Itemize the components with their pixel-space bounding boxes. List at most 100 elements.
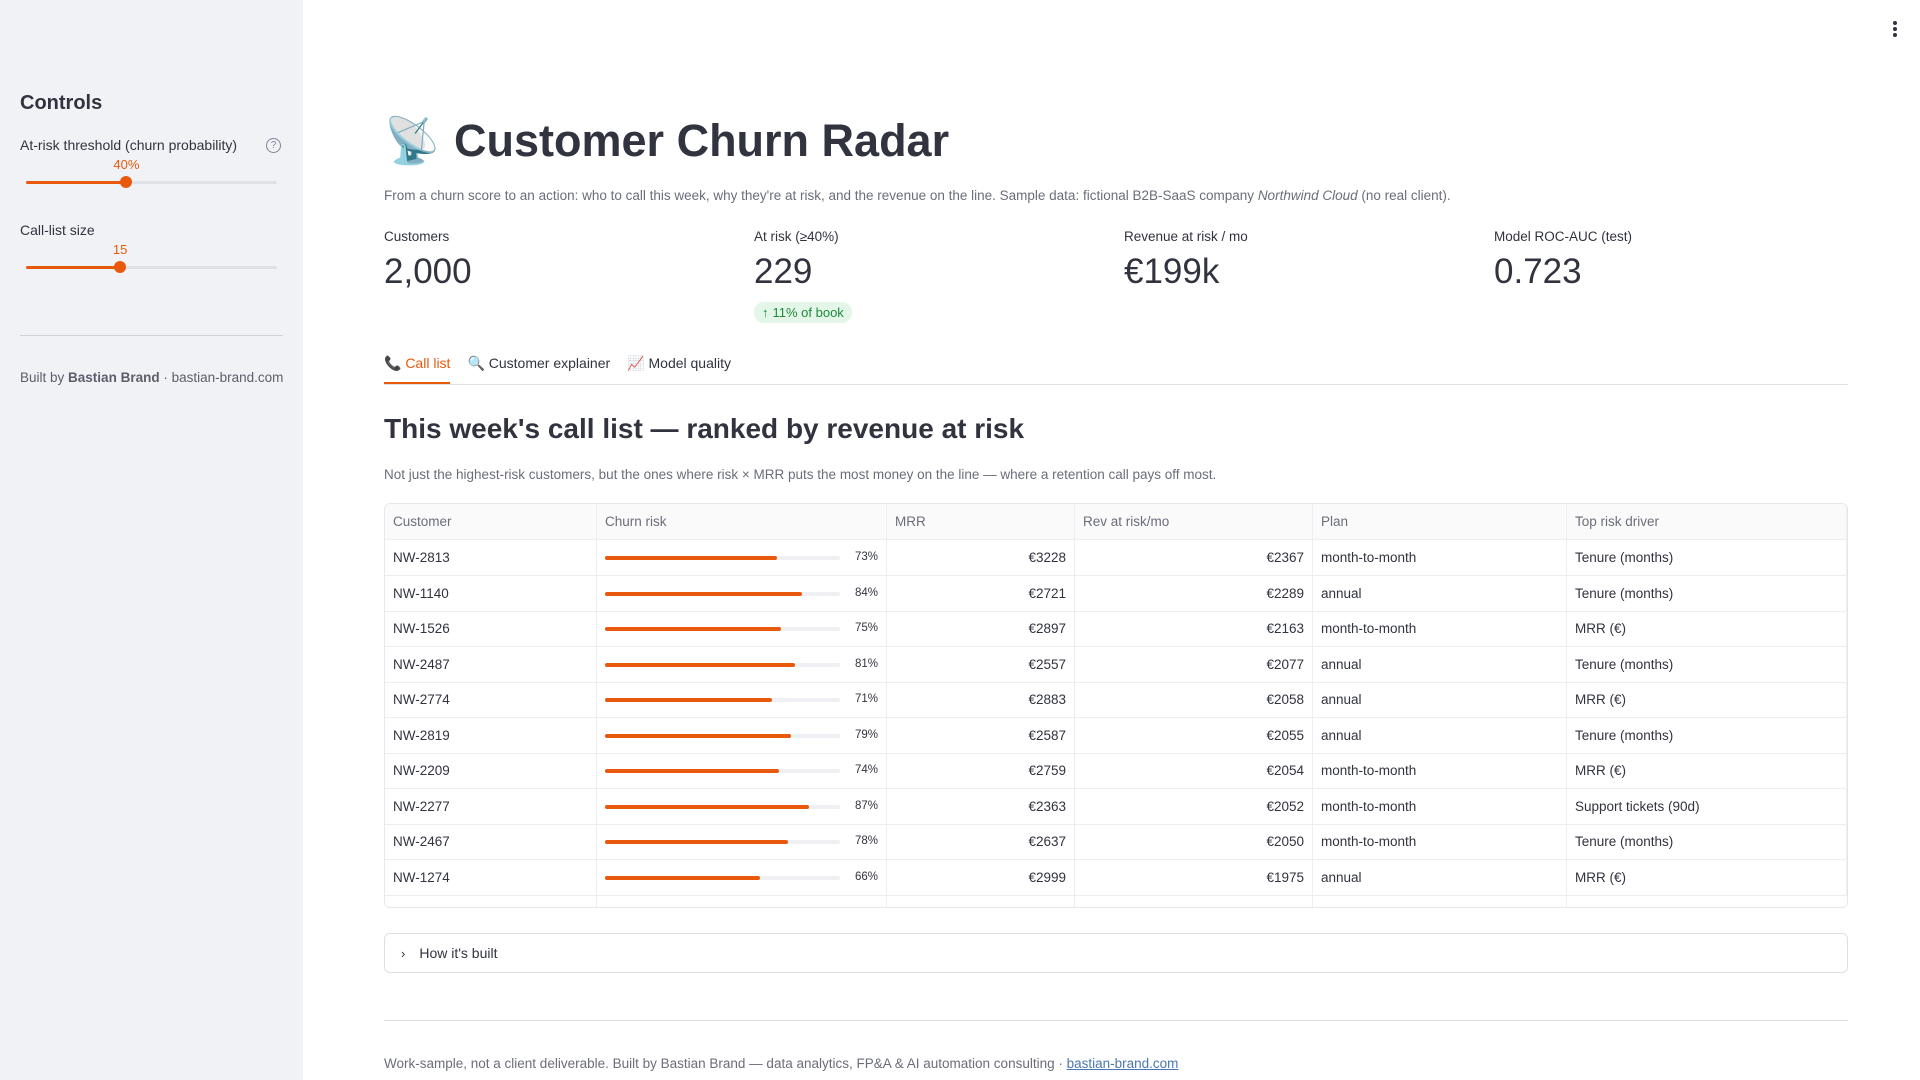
table-row: NW-1274 66% €2999 €1975 annual MRR (€) [385,859,1847,896]
slider-fill [26,266,121,269]
risk-label: 87% [854,799,878,812]
risk-track [605,733,840,738]
footer-suffix: · bastian-brand.com [163,370,284,385]
table-cell: NW-2774 [385,682,597,717]
risk-cell: 84% [597,575,887,611]
slider-track[interactable]: 40% [26,157,277,188]
metric-label: Revenue at risk / mo [1124,229,1248,244]
risk-track [605,556,840,560]
subtitle-text: (no real client). [1361,188,1451,203]
risk-bar [605,733,791,738]
data-table[interactable]: Customer Churn risk MRR Rev at risk/mo Plan T… [384,503,1848,908]
risk-label: 81% [854,657,878,670]
table-cell: NW-1526 [385,611,597,646]
risk-cell: 87% [597,788,887,824]
sidebar-title: Controls [20,92,103,114]
divider [384,1020,1848,1021]
slider-thumb[interactable] [114,261,127,273]
delta-text: 11% of book [772,305,844,320]
table-cell: €2883 [887,682,1075,717]
expander[interactable]: › How it's built [384,933,1848,973]
risk-track [605,591,840,596]
metric-value: 2,000 [384,252,472,291]
column-header: Rev at risk/mo [1075,504,1313,539]
table-cell: month-to-month [1313,824,1567,859]
table-cell: MRR (€) [1567,753,1847,788]
column-header: Churn risk [597,504,887,539]
table-row: NW-2277 87% €2363 €2052 month-to-month Suppor… [385,788,1847,825]
slider-fill [26,181,127,184]
table-cell: NW-2819 [385,717,597,753]
subtitle-text: From a churn score to an action: who to … [384,188,1255,203]
risk-track [605,662,840,667]
table-cell: €2052 [1075,788,1313,824]
slider-label: Call-list size [20,222,95,238]
risk-label: 71% [854,693,878,705]
section-description: Not just the highest-risk customers, but… [384,467,1217,482]
risk-bar [605,875,761,880]
column-separator [1566,504,1567,907]
tab[interactable]: 📞 Call list [384,355,451,384]
table-cell: Tenure (months) [1567,824,1847,859]
subtitle-company: Northwind Cloud [1257,188,1358,203]
column-header: Plan [1313,504,1567,539]
risk-bar [605,804,810,809]
risk-cell: 79% [597,717,887,753]
metric-value: 0.723 [1494,252,1582,291]
table-cell: Tenure (months) [1567,646,1847,682]
footer-link[interactable]: bastian-brand.com [1066,1056,1179,1071]
metric-label: Model ROC-AUC (test) [1494,229,1633,244]
slider-value: 15 [112,242,128,257]
slider-track[interactable]: 15 [26,242,277,273]
tab[interactable]: 📈 Model quality [627,355,731,371]
risk-cell: 73% [597,540,887,575]
table-cell: Tenure (months) [1567,540,1847,575]
risk-bar [605,769,779,773]
table-cell: €2367 [1075,540,1313,575]
slider-thumb[interactable] [120,176,133,188]
risk-label: 74% [854,764,878,776]
help-icon[interactable]: ? [266,138,281,153]
risk-cell: 78% [597,824,887,859]
section-title: This week's call list — ranked by revenu… [384,413,1025,444]
chevron: › [401,946,406,961]
risk-label: 75% [854,622,878,634]
risk-bar [605,591,803,596]
column-separator [596,504,597,907]
table-cell: month-to-month [1313,788,1567,824]
table-cell: NW-2487 [385,646,597,682]
risk-label: 84% [854,586,878,599]
table-cell: MRR (€) [1567,611,1847,646]
metric-value: 229 [754,252,813,291]
column-header: MRR [887,504,1075,539]
table-header: Customer Churn risk MRR Rev at risk/mo Plan T… [385,504,1847,540]
menu-button[interactable] [1893,21,1899,39]
table-cell: €2587 [887,717,1075,753]
metric-label: Customers [384,229,450,244]
table-cell: NW-2277 [385,788,597,824]
table-cell: €1975 [1075,859,1313,895]
table-row: NW-2819 79% €2587 €2055 annual Tenure (months… [385,717,1847,754]
risk-bar [605,556,777,560]
risk-track [605,840,840,844]
table-cell: month-to-month [1313,611,1567,646]
table-cell: €3228 [887,540,1075,575]
risk-cell: 66% [597,859,887,895]
tabs: 📞 Call list 🔍 Customer explainer 📈 Model q… [384,355,731,384]
table-cell: month-to-month [1313,540,1567,575]
page-title: 📡 Customer Churn Radar [384,114,949,167]
tab[interactable]: 🔍 Customer explainer [467,355,611,371]
table-cell: €2050 [1075,824,1313,859]
slider-value: 40% [113,157,140,172]
column-separator [886,504,887,907]
table-cell: €2759 [887,753,1075,788]
table-cell: €2058 [1075,682,1313,717]
table-cell: €2363 [887,788,1075,824]
table-row: NW-2774 71% €2883 €2058 annual MRR (€) [385,682,1847,718]
page-footer: Work-sample, not a client deliverable. B… [384,1056,1178,1071]
table-cell: NW-2209 [385,753,597,788]
table-cell: annual [1313,859,1567,895]
metric-label: At risk (≥40%) [754,229,839,244]
risk-track [605,875,840,880]
